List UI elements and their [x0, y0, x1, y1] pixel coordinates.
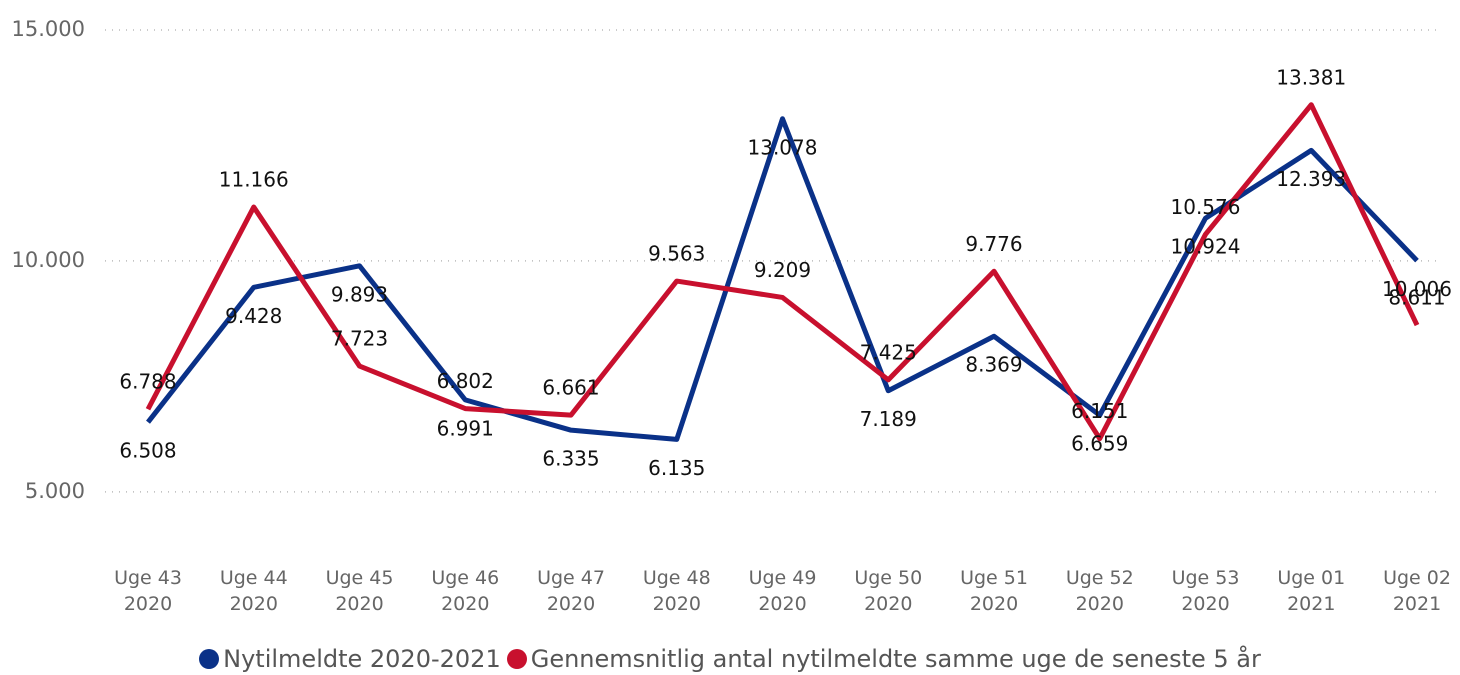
- legend-marker: [199, 649, 220, 669]
- x-tick-label: Uge 52 2020: [1065, 567, 1134, 615]
- y-tick-label: 10.000: [12, 248, 85, 272]
- x-tick-label: Uge 01 2021: [1277, 567, 1346, 615]
- data-label: 9.776: [965, 232, 1022, 256]
- x-tick-label: Uge 50 2020: [854, 567, 923, 615]
- data-label: 10.006: [1382, 277, 1452, 301]
- data-label: 13.078: [748, 135, 818, 159]
- y-tick-label: 15.000: [12, 17, 85, 41]
- legend-label: Nytilmeldte 2020-2021: [223, 645, 501, 673]
- x-tick-label: Uge 53 2020: [1171, 567, 1240, 615]
- data-label: 11.166: [219, 168, 289, 192]
- data-label: 6.788: [119, 370, 176, 394]
- data-label: 9.428: [225, 304, 282, 328]
- data-label: 7.189: [860, 407, 917, 431]
- data-label: 13.381: [1276, 65, 1346, 89]
- data-label: 6.659: [1071, 432, 1128, 456]
- x-tick-label: Uge 48 2020: [642, 567, 711, 615]
- data-label: 10.924: [1171, 235, 1241, 259]
- data-label: 6.991: [437, 416, 494, 440]
- x-tick-label: Uge 44 2020: [219, 567, 288, 615]
- data-label: 12.393: [1276, 167, 1346, 191]
- data-label: 6.335: [542, 447, 599, 471]
- data-label: 7.425: [860, 340, 917, 364]
- x-tick-label: Uge 02 2021: [1383, 567, 1451, 615]
- data-label: 6.151: [1071, 399, 1128, 423]
- legend-item: Nytilmeldte 2020-2021: [199, 645, 501, 673]
- x-tick-label: Uge 45 2020: [325, 567, 394, 615]
- data-label: 6.508: [119, 439, 176, 463]
- data-label: 7.723: [331, 327, 388, 351]
- line: [146, 116, 1419, 442]
- x-tick-label: Uge 47 2020: [537, 567, 605, 615]
- legend-item: Gennemsnitlig antal nytilmeldte samme ug…: [506, 645, 1261, 673]
- x-tick-label: Uge 43 2020: [114, 567, 182, 615]
- x-tick-label: Uge 49 2020: [748, 567, 817, 615]
- legend-label: Gennemsnitlig antal nytilmeldte samme ug…: [530, 645, 1261, 673]
- data-label: 6.661: [542, 376, 599, 400]
- data-label: 10.576: [1171, 195, 1241, 219]
- y-tick-label: 5.000: [25, 479, 85, 503]
- data-label: 9.563: [648, 242, 705, 266]
- x-tick-label: Uge 51 2020: [960, 567, 1028, 615]
- data-label: 8.611: [1388, 286, 1445, 310]
- line: [145, 102, 1420, 442]
- data-label: 8.369: [965, 353, 1022, 377]
- data-label: 9.893: [331, 282, 388, 306]
- data-label: 6.135: [648, 456, 705, 480]
- data-label: 9.209: [754, 258, 811, 282]
- x-tick-label: Uge 46 2020: [431, 567, 500, 615]
- legend-marker: [506, 649, 527, 669]
- data-label: 6.802: [437, 369, 494, 393]
- legend: Nytilmeldte 2020-2021 Gennemsnitlig antal…: [0, 645, 1460, 675]
